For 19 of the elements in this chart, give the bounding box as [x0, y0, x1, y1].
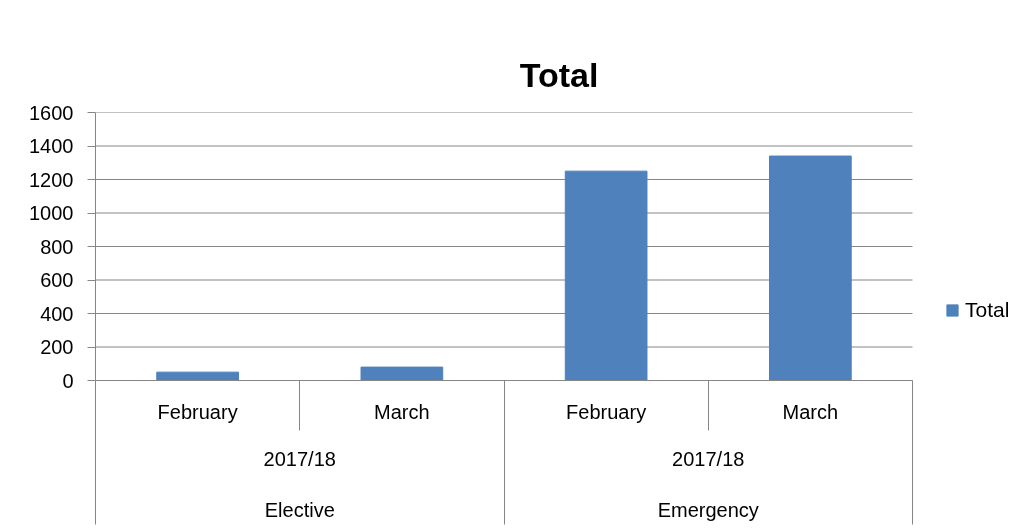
- text: 2017/18: [263, 447, 336, 470]
- x-tick-label: March: [782, 400, 839, 423]
- legend-label: Total: [965, 298, 1010, 322]
- x-tick-label: February: [566, 400, 647, 423]
- text: 2017/18: [672, 447, 745, 470]
- chart-title: Total: [519, 55, 599, 94]
- y-tick-label: 1000: [29, 202, 74, 224]
- x-tick-label: February: [157, 400, 238, 423]
- y-tick-label: 600: [40, 269, 74, 291]
- y-tick-label: 0: [62, 369, 74, 392]
- text: Elective: [264, 498, 335, 521]
- y-tick-label: 200: [40, 336, 74, 358]
- y-tick-label: 1400: [29, 135, 74, 157]
- y-tick-label: 1600: [29, 101, 74, 124]
- text: Emergency: [657, 498, 759, 521]
- y-tick-label: 1200: [29, 168, 74, 191]
- x-tick-label: March: [374, 400, 430, 423]
- y-tick-label: 800: [40, 235, 74, 258]
- y-tick-label: 400: [40, 302, 74, 325]
